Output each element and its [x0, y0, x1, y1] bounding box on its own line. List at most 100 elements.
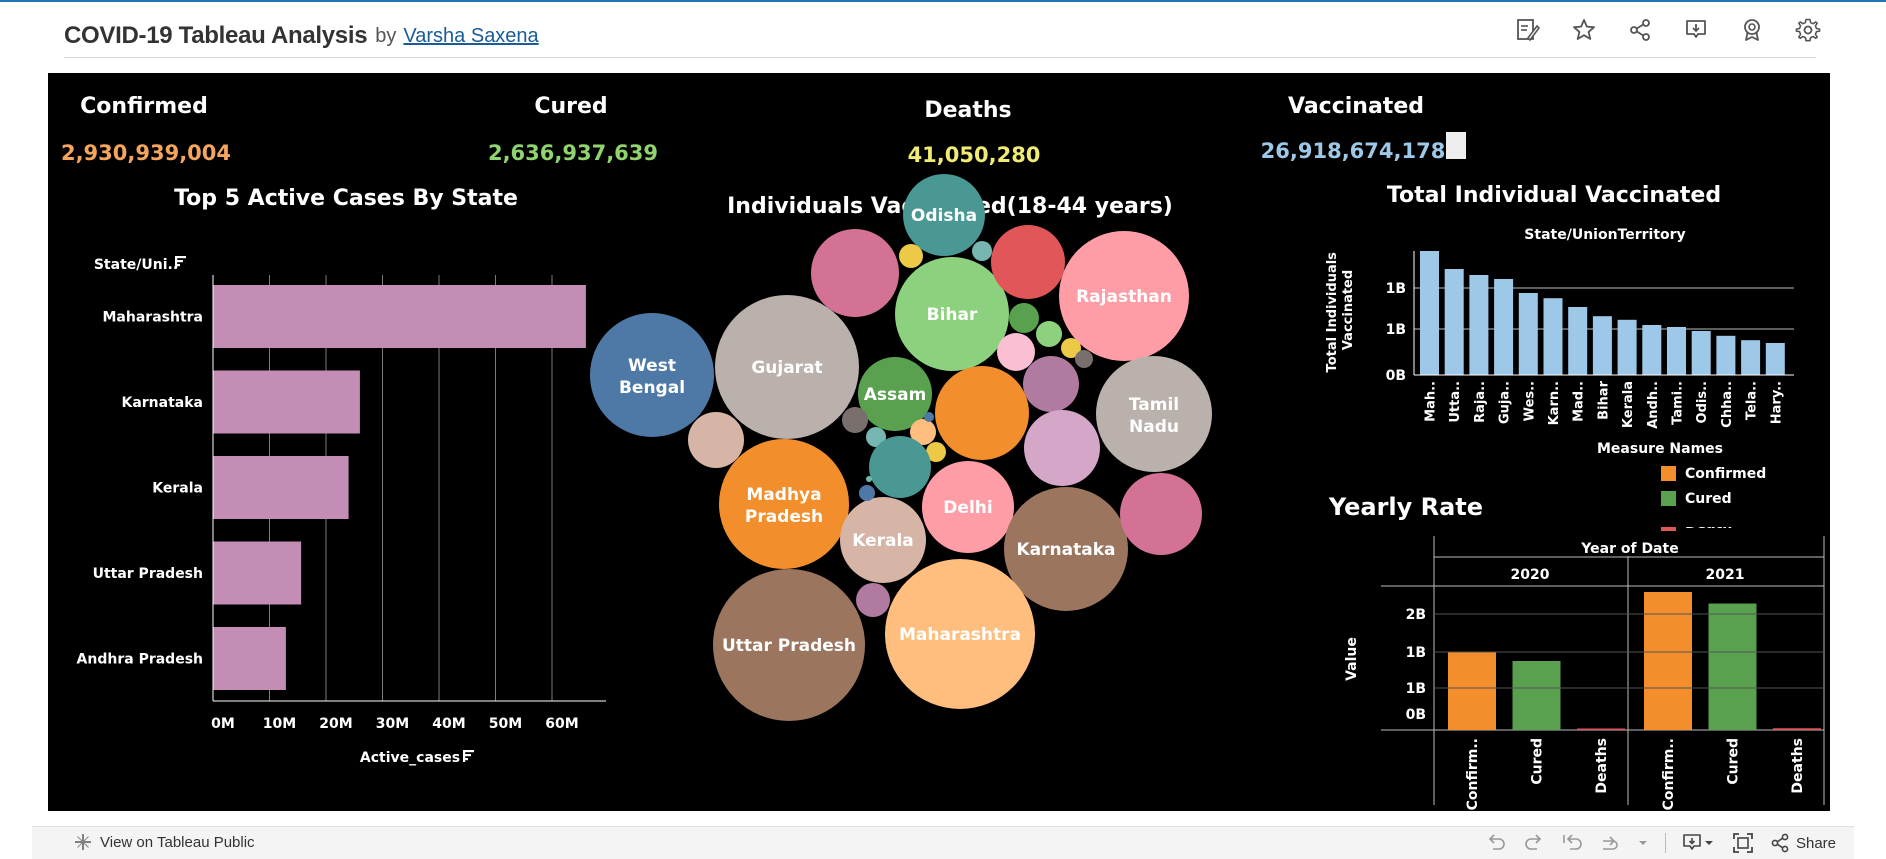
bubble[interactable] [926, 442, 946, 462]
bubble[interactable] [1075, 350, 1093, 368]
top5-bar[interactable] [213, 456, 349, 519]
download-icon[interactable] [1682, 831, 1716, 855]
share-button[interactable]: Share [1770, 831, 1836, 855]
vacc-bar[interactable] [1518, 293, 1538, 375]
top5-bar[interactable] [213, 370, 360, 434]
gear-icon[interactable] [1792, 14, 1824, 46]
vacc-category-label: Odis.. [1695, 381, 1710, 423]
vacc-bar[interactable] [1592, 316, 1612, 375]
bubble[interactable] [715, 295, 859, 439]
share-label: Share [1795, 834, 1836, 852]
bubble[interactable] [972, 241, 992, 261]
sort-icon[interactable] [463, 750, 474, 762]
yearly-rate-chart: Yearly Rate Year of Date Value 2B1B1B0B … [1328, 493, 1825, 810]
bubble[interactable] [1061, 338, 1081, 358]
share-icon[interactable] [1624, 14, 1656, 46]
bubble[interactable] [856, 583, 890, 617]
bubble[interactable] [869, 436, 931, 498]
top5-bar[interactable] [213, 627, 286, 690]
kpi-confirmed-label: Confirmed [80, 94, 208, 119]
bubble[interactable] [1096, 356, 1212, 472]
vacc-bar[interactable] [1617, 319, 1637, 375]
badge-icon[interactable] [1736, 14, 1768, 46]
bubble[interactable] [1023, 356, 1079, 412]
refresh-icon[interactable] [1599, 831, 1621, 855]
bubble[interactable] [1009, 303, 1039, 333]
vacc-bar[interactable] [1420, 251, 1439, 375]
footer-separator [1664, 833, 1666, 853]
undo-icon[interactable] [1485, 831, 1507, 855]
dashboard: Confirmed 2,930,939,004 Cured 2,636,937,… [48, 73, 1830, 811]
bubble[interactable] [859, 485, 875, 501]
vacc-bar[interactable] [1691, 331, 1711, 375]
bubble[interactable] [895, 257, 1009, 371]
fullscreen-icon[interactable] [1732, 831, 1754, 855]
vacc-bar[interactable] [1543, 298, 1563, 375]
bubble[interactable] [713, 569, 865, 721]
yearly-category-label: Cured [1726, 738, 1742, 785]
legend-swatch[interactable] [1661, 466, 1676, 481]
bubble-labels: Odisha Bihar Rajasthan Gujarat West Bengal Ass… [619, 206, 1179, 656]
bubble[interactable] [858, 357, 932, 431]
yearly-bar[interactable] [1577, 728, 1625, 731]
top5-category-label: Andhra Pradesh [77, 652, 203, 668]
bubble-label: Kerala [852, 531, 914, 551]
bubble[interactable] [1036, 321, 1062, 347]
yearly-category-label: Deaths [1790, 738, 1806, 794]
bubble[interactable] [910, 419, 936, 445]
bubble[interactable] [842, 407, 868, 433]
bubble[interactable] [1024, 410, 1100, 486]
vacc-bar[interactable] [1444, 269, 1464, 375]
yearly-bar[interactable] [1773, 728, 1821, 730]
view-on-tableau-public-link[interactable]: View on Tableau Public [74, 833, 255, 851]
dropdown-icon[interactable] [1637, 831, 1649, 855]
vacc-bar[interactable] [1568, 307, 1588, 375]
bubble[interactable] [590, 313, 714, 437]
top5-bar[interactable] [213, 541, 302, 605]
bubble[interactable] [811, 229, 899, 317]
author-link[interactable]: Varsha Saxena [403, 24, 539, 47]
vacc-bar[interactable] [1469, 275, 1489, 375]
bubble[interactable] [899, 244, 923, 268]
bubble[interactable] [903, 174, 985, 256]
vacc-category-label: Andh.. [1646, 381, 1661, 429]
yearly-category-label: Deaths [1594, 738, 1610, 794]
download-icon[interactable] [1680, 14, 1712, 46]
bubble[interactable] [997, 333, 1035, 371]
top5-chart-title: Top 5 Active Cases By State [174, 186, 518, 211]
bubble[interactable] [866, 427, 886, 447]
bubble[interactable] [922, 461, 1014, 553]
bubble[interactable] [885, 559, 1035, 709]
vacc-bar[interactable] [1642, 325, 1662, 375]
top5-bar[interactable] [213, 285, 586, 348]
legend-swatch[interactable] [1661, 491, 1676, 506]
yearly-bar[interactable] [1512, 661, 1561, 730]
vacc-bar[interactable] [1765, 343, 1785, 375]
yearly-group-label: 2021 [1706, 567, 1745, 583]
viz-title: COVID-19 Tableau Analysis [64, 22, 368, 49]
bubble[interactable] [1059, 231, 1189, 361]
bubble[interactable] [866, 476, 872, 482]
star-icon[interactable] [1568, 14, 1600, 46]
revert-icon[interactable] [1561, 831, 1583, 855]
yearly-bar[interactable] [1448, 651, 1496, 730]
bubble[interactable] [924, 412, 934, 422]
bubble[interactable] [688, 412, 744, 468]
vacc-y-tick: 0B [1386, 368, 1406, 384]
redo-icon[interactable] [1523, 831, 1545, 855]
bubble[interactable] [840, 497, 926, 583]
bubble[interactable] [719, 439, 849, 569]
bubble[interactable] [935, 366, 1029, 460]
edit-icon[interactable] [1512, 14, 1544, 46]
sort-icon[interactable] [175, 256, 186, 268]
vacc-bar[interactable] [1716, 335, 1736, 375]
bubble-label: Madhya Pradesh [745, 485, 823, 527]
bubble[interactable] [991, 225, 1065, 299]
vacc-bar[interactable] [1741, 340, 1761, 375]
yearly-bar[interactable] [1644, 592, 1692, 730]
yearly-bar[interactable] [1708, 603, 1757, 731]
vacc-bar[interactable] [1494, 279, 1514, 375]
vacc-bar[interactable] [1667, 327, 1686, 375]
bubble[interactable] [1120, 473, 1202, 555]
bubble[interactable] [1004, 487, 1128, 611]
